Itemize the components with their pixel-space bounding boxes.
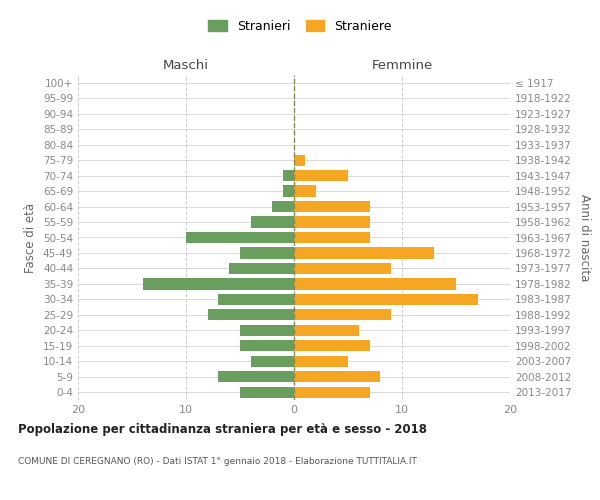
Bar [186,232,294,243]
Text: Popolazione per cittadinanza straniera per età e sesso - 2018: Popolazione per cittadinanza straniera p… [18,422,427,436]
Bar [143,278,294,289]
Bar [294,170,348,181]
Bar [294,263,391,274]
Bar [294,186,316,196]
Bar [294,325,359,336]
Bar [240,325,294,336]
Bar [218,294,294,305]
Text: Maschi: Maschi [163,59,209,72]
Bar [294,216,370,228]
Y-axis label: Anni di nascita: Anni di nascita [578,194,591,281]
Bar [294,232,370,243]
Bar [283,186,294,196]
Bar [294,294,478,305]
Bar [251,216,294,228]
Bar [240,386,294,398]
Bar [294,278,456,289]
Bar [294,371,380,382]
Bar [272,201,294,212]
Bar [294,310,391,320]
Y-axis label: Fasce di età: Fasce di età [25,202,37,272]
Text: Femmine: Femmine [371,59,433,72]
Bar [294,201,370,212]
Bar [251,356,294,367]
Bar [208,310,294,320]
Bar [240,340,294,351]
Bar [294,356,348,367]
Bar [240,248,294,258]
Legend: Stranieri, Straniere: Stranieri, Straniere [205,16,395,37]
Bar [294,248,434,258]
Bar [294,154,305,166]
Bar [294,386,370,398]
Bar [283,170,294,181]
Bar [229,263,294,274]
Text: COMUNE DI CEREGNANO (RO) - Dati ISTAT 1° gennaio 2018 - Elaborazione TUTTITALIA.: COMUNE DI CEREGNANO (RO) - Dati ISTAT 1°… [18,458,417,466]
Bar [218,371,294,382]
Bar [294,340,370,351]
